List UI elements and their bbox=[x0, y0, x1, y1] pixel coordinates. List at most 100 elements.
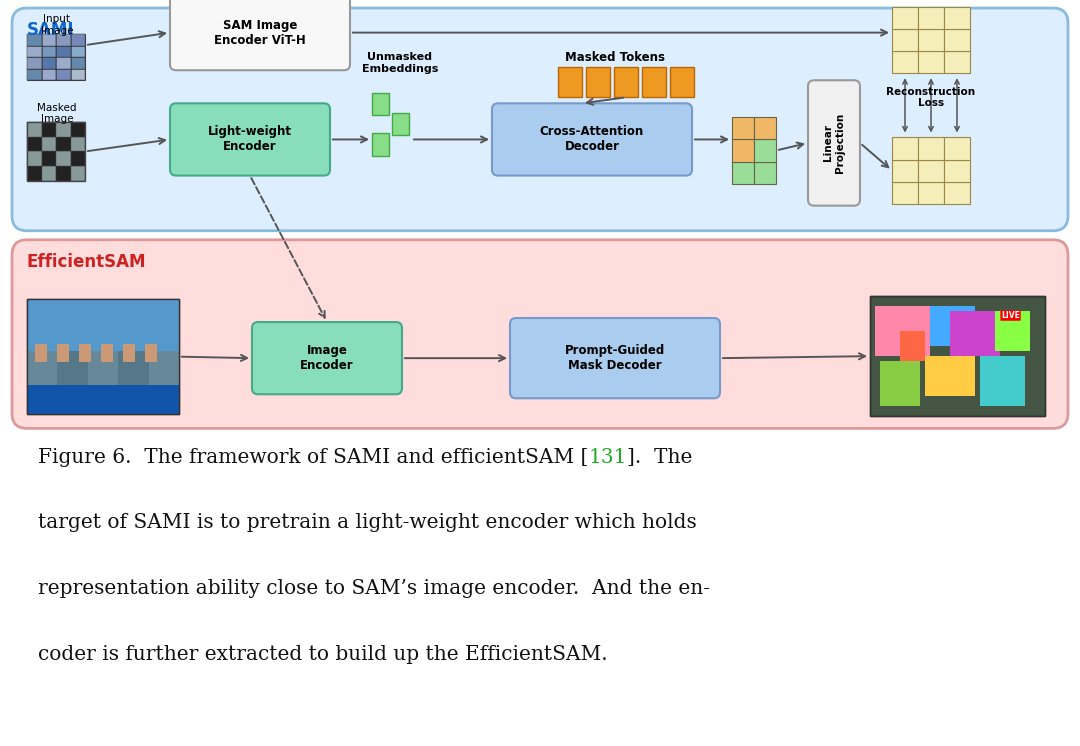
FancyBboxPatch shape bbox=[252, 322, 402, 395]
Bar bbox=[27, 299, 179, 351]
Bar bbox=[57, 345, 69, 363]
Bar bbox=[27, 137, 41, 151]
Text: Cross-Attention
Decoder: Cross-Attention Decoder bbox=[540, 125, 644, 154]
Bar bbox=[41, 137, 56, 151]
Bar bbox=[41, 57, 56, 69]
Text: Reconstruction
Loss: Reconstruction Loss bbox=[887, 87, 975, 108]
Bar bbox=[930, 306, 975, 346]
Text: coder is further extracted to build up the EfficientSAM.: coder is further extracted to build up t… bbox=[38, 645, 607, 663]
Bar bbox=[27, 351, 57, 386]
Bar bbox=[27, 122, 41, 137]
Bar bbox=[102, 345, 113, 363]
Bar bbox=[27, 166, 41, 181]
Bar bbox=[70, 46, 85, 57]
Text: Figure 6.  The framework of SAMI and efficientSAM [: Figure 6. The framework of SAMI and effi… bbox=[38, 448, 589, 466]
Bar bbox=[944, 137, 970, 160]
Bar bbox=[392, 113, 409, 136]
Bar bbox=[732, 117, 754, 140]
FancyBboxPatch shape bbox=[170, 104, 330, 175]
Bar bbox=[918, 181, 944, 204]
Bar bbox=[145, 345, 157, 363]
Bar bbox=[870, 296, 1045, 416]
Bar bbox=[35, 345, 48, 363]
Bar bbox=[918, 160, 944, 181]
Bar bbox=[892, 51, 918, 73]
Bar bbox=[56, 137, 70, 151]
Bar bbox=[615, 67, 638, 97]
Text: target of SAMI is to pretrain a light-weight encoder which holds: target of SAMI is to pretrain a light-we… bbox=[38, 513, 697, 532]
Bar bbox=[56, 122, 70, 137]
Bar bbox=[27, 299, 179, 414]
Bar bbox=[56, 69, 70, 81]
Bar bbox=[892, 7, 918, 29]
Text: Input
Image: Input Image bbox=[41, 14, 73, 36]
Bar bbox=[642, 67, 666, 97]
Bar bbox=[27, 34, 85, 81]
FancyBboxPatch shape bbox=[808, 81, 860, 206]
Bar bbox=[944, 160, 970, 181]
Bar bbox=[875, 306, 930, 356]
Text: Linear
Projection: Linear Projection bbox=[823, 113, 845, 173]
Bar bbox=[944, 7, 970, 29]
Bar bbox=[27, 34, 41, 46]
Text: Masked Tokens: Masked Tokens bbox=[565, 51, 665, 63]
Text: Light-weight
Encoder: Light-weight Encoder bbox=[208, 125, 292, 154]
Bar bbox=[79, 345, 91, 363]
Bar bbox=[149, 351, 179, 386]
Bar bbox=[56, 57, 70, 69]
Bar bbox=[27, 122, 85, 181]
Bar bbox=[41, 151, 56, 166]
Bar bbox=[900, 331, 924, 361]
Text: SAMI: SAMI bbox=[27, 21, 75, 39]
Bar bbox=[918, 51, 944, 73]
Bar bbox=[27, 299, 179, 414]
Bar bbox=[918, 29, 944, 51]
Text: LIVE: LIVE bbox=[1001, 311, 1020, 320]
Bar bbox=[27, 57, 41, 69]
Bar bbox=[70, 34, 85, 46]
Bar bbox=[944, 51, 970, 73]
Bar bbox=[27, 151, 41, 166]
Bar bbox=[27, 46, 41, 57]
Text: Image
Encoder: Image Encoder bbox=[300, 344, 354, 372]
Bar bbox=[870, 296, 1045, 416]
Bar bbox=[56, 166, 70, 181]
Bar bbox=[27, 69, 41, 81]
Bar bbox=[586, 67, 610, 97]
Text: ].  The: ]. The bbox=[626, 448, 692, 466]
Text: Prompt-Guided
Mask Decoder: Prompt-Guided Mask Decoder bbox=[565, 344, 665, 372]
Bar bbox=[57, 351, 87, 386]
Bar bbox=[123, 345, 135, 363]
Bar bbox=[70, 122, 85, 137]
Bar bbox=[70, 57, 85, 69]
Bar bbox=[924, 356, 975, 396]
Bar bbox=[732, 140, 754, 162]
Text: representation ability close to SAM’s image encoder.  And the en-: representation ability close to SAM’s im… bbox=[38, 579, 710, 598]
Text: 131: 131 bbox=[589, 448, 626, 466]
Bar bbox=[754, 162, 777, 184]
Bar bbox=[670, 67, 694, 97]
Bar bbox=[118, 351, 149, 386]
Bar bbox=[41, 166, 56, 181]
FancyBboxPatch shape bbox=[12, 8, 1068, 231]
Bar bbox=[70, 69, 85, 81]
FancyBboxPatch shape bbox=[170, 0, 350, 70]
Bar bbox=[918, 137, 944, 160]
Bar bbox=[27, 386, 179, 414]
Bar bbox=[372, 134, 389, 155]
Text: Unmasked
Embeddings: Unmasked Embeddings bbox=[362, 52, 438, 74]
Bar bbox=[995, 311, 1030, 351]
Bar bbox=[892, 29, 918, 51]
Text: SAM Image
Encoder ViT-H: SAM Image Encoder ViT-H bbox=[214, 19, 306, 46]
Bar bbox=[892, 137, 918, 160]
Bar bbox=[56, 151, 70, 166]
Bar bbox=[944, 181, 970, 204]
Bar bbox=[558, 67, 582, 97]
Text: EfficientSAM: EfficientSAM bbox=[27, 253, 147, 271]
Bar bbox=[892, 181, 918, 204]
Bar bbox=[56, 46, 70, 57]
Text: Masked
Image: Masked Image bbox=[37, 102, 77, 124]
Bar bbox=[880, 361, 920, 407]
Bar bbox=[732, 162, 754, 184]
FancyBboxPatch shape bbox=[492, 104, 692, 175]
